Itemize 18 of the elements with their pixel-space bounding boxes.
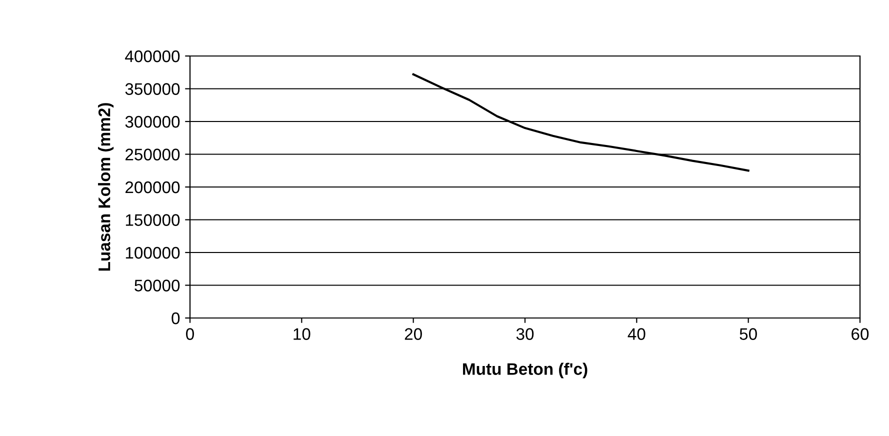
x-tick-label: 60 [852,328,869,340]
y-tick-label: 0 [172,312,180,324]
y-tick-label: 150000 [126,214,180,226]
y-axis-title: Luasan Kolom (mm2) [98,103,114,271]
x-tick-label: 30 [516,328,534,340]
x-tick-label: 50 [740,328,757,340]
y-tick-label: 200000 [126,181,180,194]
x-tick-label: 40 [628,328,646,340]
y-tick-label: 300000 [125,116,180,128]
y-tick-label: 50000 [134,280,180,292]
y-tick-label: 400000 [125,50,180,62]
y-tick-label: 250000 [126,148,180,160]
x-tick-label: 20 [404,328,422,340]
y-tick-label: 100000 [126,246,180,259]
y-tick-label: 350000 [125,83,180,95]
x-tick-label: 0 [186,328,194,340]
x-axis-title: Mutu Beton (f'c) [463,362,588,378]
x-tick-label: 10 [294,328,310,340]
